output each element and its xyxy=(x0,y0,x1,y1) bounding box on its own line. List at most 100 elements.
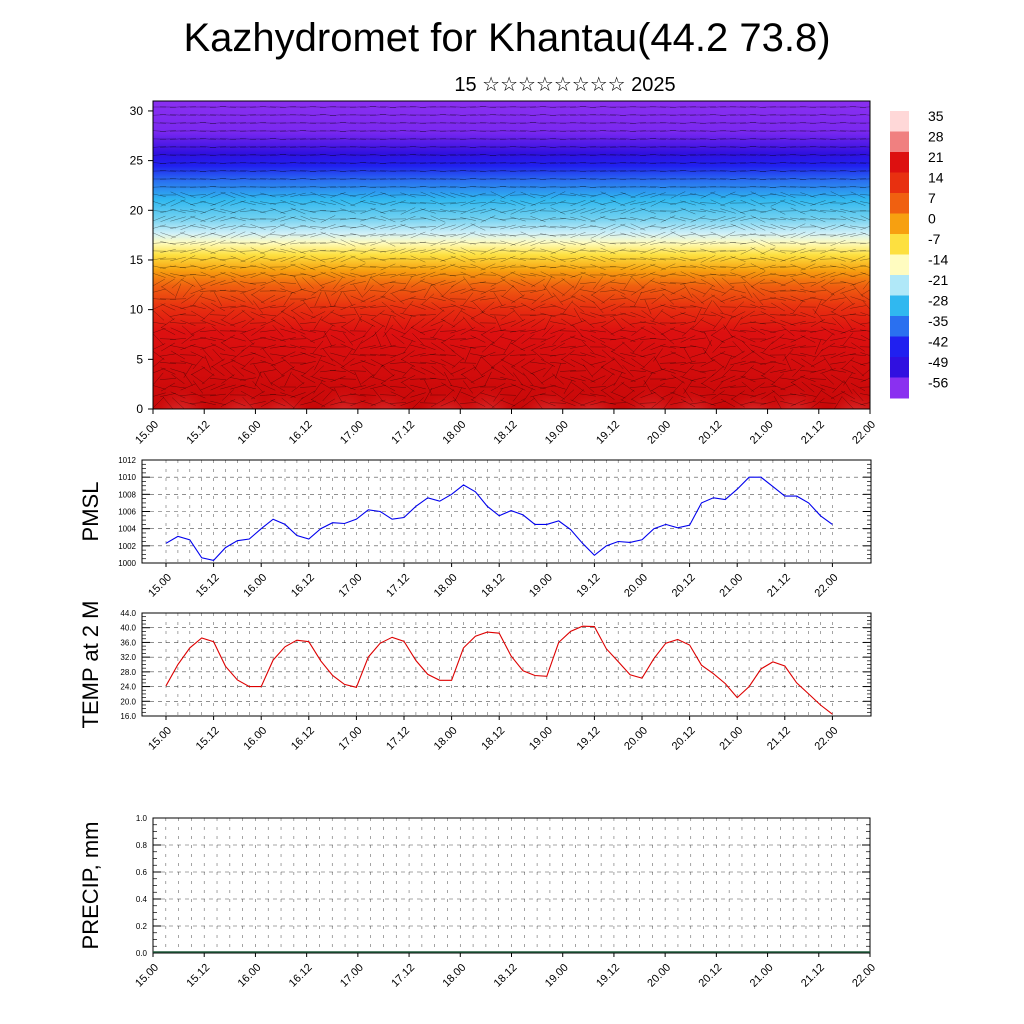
wind-barb xyxy=(770,343,786,351)
wind-barb xyxy=(310,352,326,358)
wind-barb xyxy=(290,274,306,276)
colorbar-label: -49 xyxy=(928,354,948,370)
wind-barb xyxy=(269,290,287,292)
wind-barb xyxy=(810,358,826,368)
wind-barb xyxy=(200,191,216,199)
wind-barb xyxy=(290,327,306,335)
y-tick-label: 5 xyxy=(136,352,143,366)
wind-barb xyxy=(859,178,870,180)
x-tick-label: 20.12 xyxy=(697,419,725,447)
wind-barb xyxy=(729,122,747,124)
wind-barb xyxy=(780,233,796,237)
wind-barb xyxy=(410,298,426,300)
wind-barb xyxy=(650,280,666,286)
wind-barb xyxy=(440,256,456,262)
wind-barb xyxy=(590,329,606,333)
wind-barb xyxy=(311,390,325,400)
wind-barb xyxy=(260,313,276,317)
wind-barb xyxy=(250,224,266,230)
x-tick-label: 21.00 xyxy=(717,572,745,600)
wind-barb xyxy=(653,348,663,362)
wind-barb xyxy=(661,333,675,345)
wind-barb xyxy=(420,162,436,164)
wind-barb xyxy=(740,241,756,245)
wind-barb xyxy=(833,396,843,409)
wind-barb xyxy=(790,207,806,215)
wind-barb xyxy=(250,208,266,214)
wind-barb xyxy=(592,300,604,314)
wind-barb xyxy=(502,365,514,377)
wind-barb xyxy=(269,186,287,188)
wind-barb xyxy=(683,284,693,298)
wind-barb xyxy=(402,300,414,314)
wind-barb xyxy=(730,223,746,231)
wind-barb xyxy=(330,264,346,270)
wind-barb xyxy=(354,307,362,323)
wind-barb xyxy=(760,264,776,270)
wind-barb xyxy=(469,130,487,132)
wind-barb xyxy=(850,336,866,342)
wind-barb xyxy=(419,138,437,140)
wind-barb xyxy=(600,383,616,391)
precip-panel: 0.00.20.40.60.81.015.00 15.12 16.00 16.12 17… xyxy=(78,814,878,990)
wind-barb xyxy=(610,234,626,236)
wind-barb xyxy=(519,218,537,220)
wind-barb xyxy=(660,272,676,278)
wind-barb xyxy=(230,170,246,172)
wind-barb xyxy=(321,398,335,408)
wind-barb xyxy=(720,385,736,389)
wind-barb xyxy=(680,320,696,326)
wind-barb xyxy=(690,272,706,278)
wind-barb xyxy=(560,138,576,140)
wind-barb xyxy=(590,375,606,383)
wind-barb xyxy=(840,390,856,400)
wind-barb xyxy=(639,402,657,404)
wind-barb xyxy=(560,345,576,349)
wind-barb xyxy=(231,278,245,288)
wind-barb xyxy=(324,291,332,307)
wind-barb xyxy=(310,336,326,342)
x-tick-label: 15.00 xyxy=(146,725,174,753)
wind-barb xyxy=(830,337,846,341)
wind-barb xyxy=(570,224,586,230)
wind-barb xyxy=(820,248,836,254)
wind-barb xyxy=(421,293,435,305)
wind-barb xyxy=(581,358,595,368)
wind-barb xyxy=(360,273,376,277)
wind-barb xyxy=(680,398,696,408)
wind-barb xyxy=(470,353,486,357)
wind-barb xyxy=(690,287,706,295)
wind-barb xyxy=(260,226,276,228)
wind-barb xyxy=(660,169,676,173)
wind-barb xyxy=(571,382,585,392)
wind-barb xyxy=(770,217,786,221)
wind-barb xyxy=(720,393,736,397)
wind-barb xyxy=(170,304,186,310)
wind-barb xyxy=(420,361,436,365)
wind-barb xyxy=(531,349,545,361)
wind-barb xyxy=(530,258,546,260)
wind-barb xyxy=(510,319,526,327)
wind-barb xyxy=(509,186,527,188)
wind-barb xyxy=(690,281,706,285)
wind-barb xyxy=(350,225,366,229)
wind-barb xyxy=(200,290,216,292)
colorbar-swatch xyxy=(890,172,909,194)
wind-barb xyxy=(423,283,433,299)
wind-barb xyxy=(600,200,616,206)
wind-barb xyxy=(810,130,826,132)
wind-barb xyxy=(370,306,386,308)
wind-barb xyxy=(410,314,426,316)
wind-barb xyxy=(260,272,276,278)
wind-barb xyxy=(690,368,706,374)
wind-barb xyxy=(340,266,356,268)
wind-barb xyxy=(800,241,816,245)
wind-barb xyxy=(640,352,656,358)
wind-barb xyxy=(380,162,396,164)
wind-barb xyxy=(531,318,545,328)
wind-barb xyxy=(494,315,502,331)
wind-barb xyxy=(730,369,746,373)
wind-barb xyxy=(260,398,276,408)
wind-barb xyxy=(510,342,526,352)
wind-barb xyxy=(361,374,375,384)
